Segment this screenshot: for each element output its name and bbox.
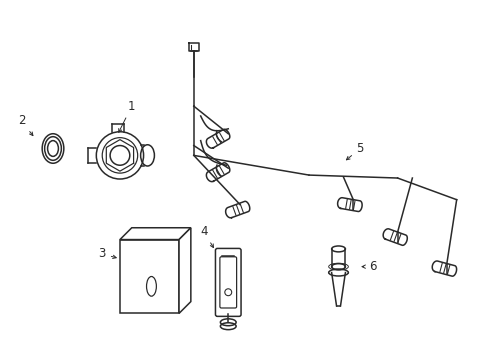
Bar [120, 239, 179, 314]
Text: 2: 2 [18, 114, 33, 136]
Text: 4: 4 [200, 225, 213, 248]
Polygon shape [120, 228, 190, 239]
Text: 1: 1 [119, 100, 135, 132]
Polygon shape [179, 228, 190, 314]
Text: 6: 6 [361, 260, 376, 273]
Text: 3: 3 [99, 247, 116, 260]
Text: 5: 5 [346, 142, 363, 160]
